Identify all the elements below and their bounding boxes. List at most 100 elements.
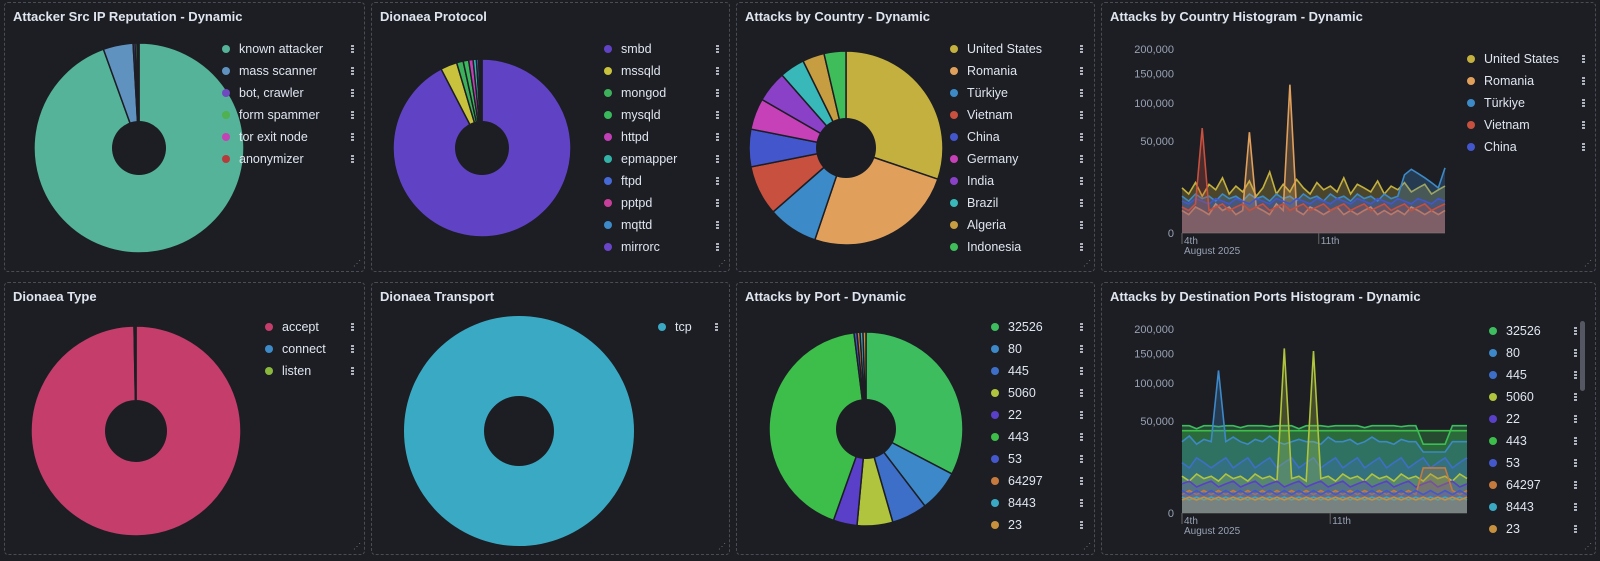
country-donut-chart[interactable] bbox=[737, 3, 1096, 273]
legend-actions-icon[interactable] bbox=[1574, 393, 1577, 401]
legend-actions-icon[interactable] bbox=[1574, 349, 1577, 357]
legend-item-64297[interactable]: 64297 bbox=[1489, 474, 1577, 496]
legend-item-mysqld[interactable]: mysqld bbox=[604, 104, 719, 126]
legend-item-8443[interactable]: 8443 bbox=[991, 492, 1083, 514]
legend-item-romania[interactable]: Romania bbox=[950, 60, 1083, 82]
legend-actions-icon[interactable] bbox=[1574, 525, 1577, 533]
legend-actions-icon[interactable] bbox=[1574, 481, 1577, 489]
legend-item-80[interactable]: 80 bbox=[1489, 342, 1577, 364]
legend-actions-icon[interactable] bbox=[1574, 327, 1577, 335]
legend-actions-icon[interactable] bbox=[1080, 433, 1083, 441]
legend-item-brazil[interactable]: Brazil bbox=[950, 192, 1083, 214]
port-donut-chart[interactable] bbox=[737, 283, 1096, 556]
legend-item-china[interactable]: China bbox=[950, 126, 1083, 148]
legend-item-23[interactable]: 23 bbox=[991, 514, 1083, 536]
legend-actions-icon[interactable] bbox=[715, 323, 718, 331]
legend-actions-icon[interactable] bbox=[351, 45, 354, 53]
legend-item-listen[interactable]: listen bbox=[265, 360, 354, 382]
protocol-donut-chart[interactable] bbox=[372, 3, 731, 273]
legend-actions-icon[interactable] bbox=[1582, 143, 1585, 151]
legend-actions-icon[interactable] bbox=[716, 67, 719, 75]
legend-actions-icon[interactable] bbox=[1080, 67, 1083, 75]
legend-item-china[interactable]: China bbox=[1467, 136, 1585, 158]
legend-item-8443[interactable]: 8443 bbox=[1489, 496, 1577, 518]
legend-actions-icon[interactable] bbox=[1582, 55, 1585, 63]
legend-actions-icon[interactable] bbox=[716, 155, 719, 163]
legend-item-connect[interactable]: connect bbox=[265, 338, 354, 360]
legend-actions-icon[interactable] bbox=[716, 133, 719, 141]
resize-handle[interactable]: ⋰ bbox=[718, 259, 726, 268]
legend-item-mass-scanner[interactable]: mass scanner bbox=[222, 60, 354, 82]
legend-actions-icon[interactable] bbox=[716, 45, 719, 53]
legend-item-pptpd[interactable]: pptpd bbox=[604, 192, 719, 214]
type-donut-chart[interactable] bbox=[5, 283, 366, 556]
legend-item-tcp[interactable]: tcp bbox=[658, 316, 718, 338]
legend-actions-icon[interactable] bbox=[351, 111, 354, 119]
legend-item-22[interactable]: 22 bbox=[991, 404, 1083, 426]
legend-item-tor-exit-node[interactable]: tor exit node bbox=[222, 126, 354, 148]
legend-actions-icon[interactable] bbox=[1574, 371, 1577, 379]
legend-item-vietnam[interactable]: Vietnam bbox=[1467, 114, 1585, 136]
resize-handle[interactable]: ⋰ bbox=[1083, 542, 1091, 551]
legend-item-united-states[interactable]: United States bbox=[1467, 48, 1585, 70]
legend-actions-icon[interactable] bbox=[1080, 111, 1083, 119]
legend-item-ftpd[interactable]: ftpd bbox=[604, 170, 719, 192]
resize-handle[interactable]: ⋰ bbox=[1083, 259, 1091, 268]
legend-item-epmapper[interactable]: epmapper bbox=[604, 148, 719, 170]
legend-actions-icon[interactable] bbox=[351, 155, 354, 163]
legend-actions-icon[interactable] bbox=[1080, 455, 1083, 463]
legend-item-32526[interactable]: 32526 bbox=[1489, 320, 1577, 342]
legend-actions-icon[interactable] bbox=[1582, 99, 1585, 107]
legend-item-bot-crawler[interactable]: bot, crawler bbox=[222, 82, 354, 104]
legend-actions-icon[interactable] bbox=[716, 177, 719, 185]
legend-item-22[interactable]: 22 bbox=[1489, 408, 1577, 430]
legend-actions-icon[interactable] bbox=[351, 323, 354, 331]
legend-item-httpd[interactable]: httpd bbox=[604, 126, 719, 148]
transport-donut-chart[interactable] bbox=[372, 283, 731, 556]
resize-handle[interactable]: ⋰ bbox=[1584, 542, 1592, 551]
legend-item-5060[interactable]: 5060 bbox=[991, 382, 1083, 404]
legend-item-64297[interactable]: 64297 bbox=[991, 470, 1083, 492]
legend-item-germany[interactable]: Germany bbox=[950, 148, 1083, 170]
legend-item-indonesia[interactable]: Indonesia bbox=[950, 236, 1083, 258]
legend-actions-icon[interactable] bbox=[1080, 411, 1083, 419]
legend-actions-icon[interactable] bbox=[1080, 477, 1083, 485]
resize-handle[interactable]: ⋰ bbox=[1584, 259, 1592, 268]
legend-item-443[interactable]: 443 bbox=[991, 426, 1083, 448]
legend-item-vietnam[interactable]: Vietnam bbox=[950, 104, 1083, 126]
legend-item-india[interactable]: India bbox=[950, 170, 1083, 192]
legend-actions-icon[interactable] bbox=[351, 367, 354, 375]
legend-item-443[interactable]: 443 bbox=[1489, 430, 1577, 452]
legend-item-32526[interactable]: 32526 bbox=[991, 316, 1083, 338]
resize-handle[interactable]: ⋰ bbox=[718, 542, 726, 551]
legend-actions-icon[interactable] bbox=[1080, 177, 1083, 185]
legend-actions-icon[interactable] bbox=[1574, 415, 1577, 423]
legend-item-romania[interactable]: Romania bbox=[1467, 70, 1585, 92]
legend-actions-icon[interactable] bbox=[1080, 221, 1083, 229]
legend-item-mongod[interactable]: mongod bbox=[604, 82, 719, 104]
legend-actions-icon[interactable] bbox=[716, 243, 719, 251]
legend-actions-icon[interactable] bbox=[1582, 77, 1585, 85]
legend-item-5060[interactable]: 5060 bbox=[1489, 386, 1577, 408]
legend-actions-icon[interactable] bbox=[716, 199, 719, 207]
legend-actions-icon[interactable] bbox=[1080, 323, 1083, 331]
legend-actions-icon[interactable] bbox=[1080, 389, 1083, 397]
legend-item-algeria[interactable]: Algeria bbox=[950, 214, 1083, 236]
legend-item-accept[interactable]: accept bbox=[265, 316, 354, 338]
legend-item-mssqld[interactable]: mssqld bbox=[604, 60, 719, 82]
legend-item-mirrorc[interactable]: mirrorc bbox=[604, 236, 719, 258]
legend-item-t-rkiye[interactable]: Türkiye bbox=[1467, 92, 1585, 114]
legend-actions-icon[interactable] bbox=[1080, 243, 1083, 251]
legend-item-known-attacker[interactable]: known attacker bbox=[222, 38, 354, 60]
legend-scrollbar[interactable] bbox=[1580, 321, 1585, 391]
legend-actions-icon[interactable] bbox=[716, 111, 719, 119]
legend-actions-icon[interactable] bbox=[351, 67, 354, 75]
legend-actions-icon[interactable] bbox=[351, 133, 354, 141]
legend-item-445[interactable]: 445 bbox=[1489, 364, 1577, 386]
legend-item-23[interactable]: 23 bbox=[1489, 518, 1577, 540]
legend-actions-icon[interactable] bbox=[1080, 155, 1083, 163]
legend-actions-icon[interactable] bbox=[716, 89, 719, 97]
legend-item-t-rkiye[interactable]: Türkiye bbox=[950, 82, 1083, 104]
legend-actions-icon[interactable] bbox=[351, 89, 354, 97]
legend-actions-icon[interactable] bbox=[1574, 437, 1577, 445]
